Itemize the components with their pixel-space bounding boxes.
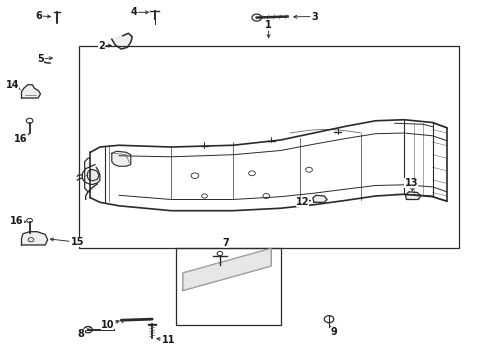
Polygon shape <box>312 195 326 202</box>
Polygon shape <box>21 232 47 245</box>
Text: 9: 9 <box>330 326 336 337</box>
Text: 6: 6 <box>35 11 50 21</box>
Polygon shape <box>182 248 271 291</box>
Text: 3: 3 <box>293 11 318 21</box>
Bar <box>176 248 280 326</box>
Polygon shape <box>111 33 132 49</box>
Text: 4: 4 <box>130 7 148 17</box>
Polygon shape <box>21 85 40 98</box>
Text: 15: 15 <box>50 237 84 247</box>
Text: 2: 2 <box>98 41 111 51</box>
Text: 10: 10 <box>101 320 119 330</box>
Text: 13: 13 <box>404 178 417 191</box>
Polygon shape <box>405 192 420 200</box>
Text: 8: 8 <box>77 329 86 339</box>
Polygon shape <box>87 170 99 181</box>
Text: 7: 7 <box>222 238 229 248</box>
Text: 14: 14 <box>6 80 20 90</box>
Bar <box>78 46 458 248</box>
Text: 12: 12 <box>295 197 310 207</box>
Text: 11: 11 <box>156 335 175 345</box>
Text: 1: 1 <box>265 20 272 37</box>
Polygon shape <box>111 151 131 166</box>
Text: 16: 16 <box>10 216 26 226</box>
Text: 16: 16 <box>14 134 29 144</box>
Text: 5: 5 <box>37 54 52 64</box>
